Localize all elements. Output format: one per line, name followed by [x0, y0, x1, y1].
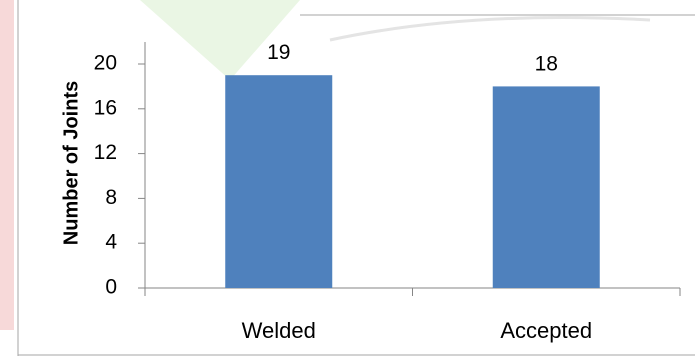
y-tick-label: 20	[94, 52, 117, 75]
category-label: Welded	[242, 318, 316, 343]
watermark-grey-arc	[329, 16, 651, 42]
data-labels: 19 18	[267, 41, 558, 75]
y-tick-label: 12	[94, 141, 117, 164]
y-axis: 0 4 8 12 16 20	[94, 42, 146, 299]
y-tick-label: 16	[94, 96, 117, 119]
category-label: Accepted	[500, 318, 592, 343]
bar-series	[225, 75, 600, 289]
data-label: 19	[267, 41, 290, 64]
bar	[225, 75, 333, 288]
bar	[492, 86, 600, 289]
watermark-green-shape	[140, 0, 300, 80]
data-label: 18	[535, 52, 558, 75]
x-axis	[144, 287, 681, 296]
background-watermark	[0, 0, 651, 330]
y-axis-title: Number of Joints	[60, 81, 82, 245]
y-tick-label: 8	[105, 186, 117, 209]
y-tick-label: 4	[105, 231, 117, 254]
category-labels: Welded Accepted	[242, 318, 592, 343]
watermark-red-bar	[0, 0, 14, 330]
y-tick-label: 0	[105, 276, 117, 299]
